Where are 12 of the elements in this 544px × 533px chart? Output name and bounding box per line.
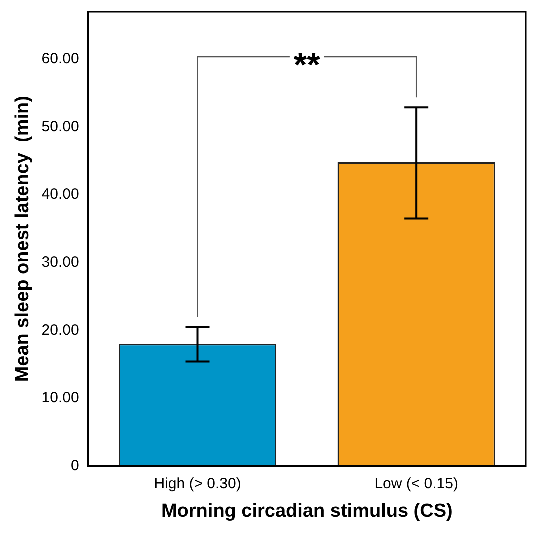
y-tick-label: 0	[70, 457, 80, 474]
x-axis-title: Morning circadian stimulus (CS)	[161, 500, 453, 522]
y-tick-label: 30.00	[42, 254, 80, 271]
annotation: **	[294, 46, 322, 84]
x-tick-label: Low (< 0.15)	[374, 475, 458, 492]
y-axis-title: Mean sleep onest latency (min)	[12, 96, 34, 382]
y-tick-label: 50.00	[42, 118, 80, 136]
y-tick-label: 40.00	[42, 186, 80, 204]
y-tick-label: 10.00	[42, 390, 80, 407]
y-tick-label: 60.00	[42, 50, 80, 68]
y-tick-label: 20.00	[42, 322, 80, 339]
x-tick-label: High (> 0.30)	[154, 475, 242, 492]
